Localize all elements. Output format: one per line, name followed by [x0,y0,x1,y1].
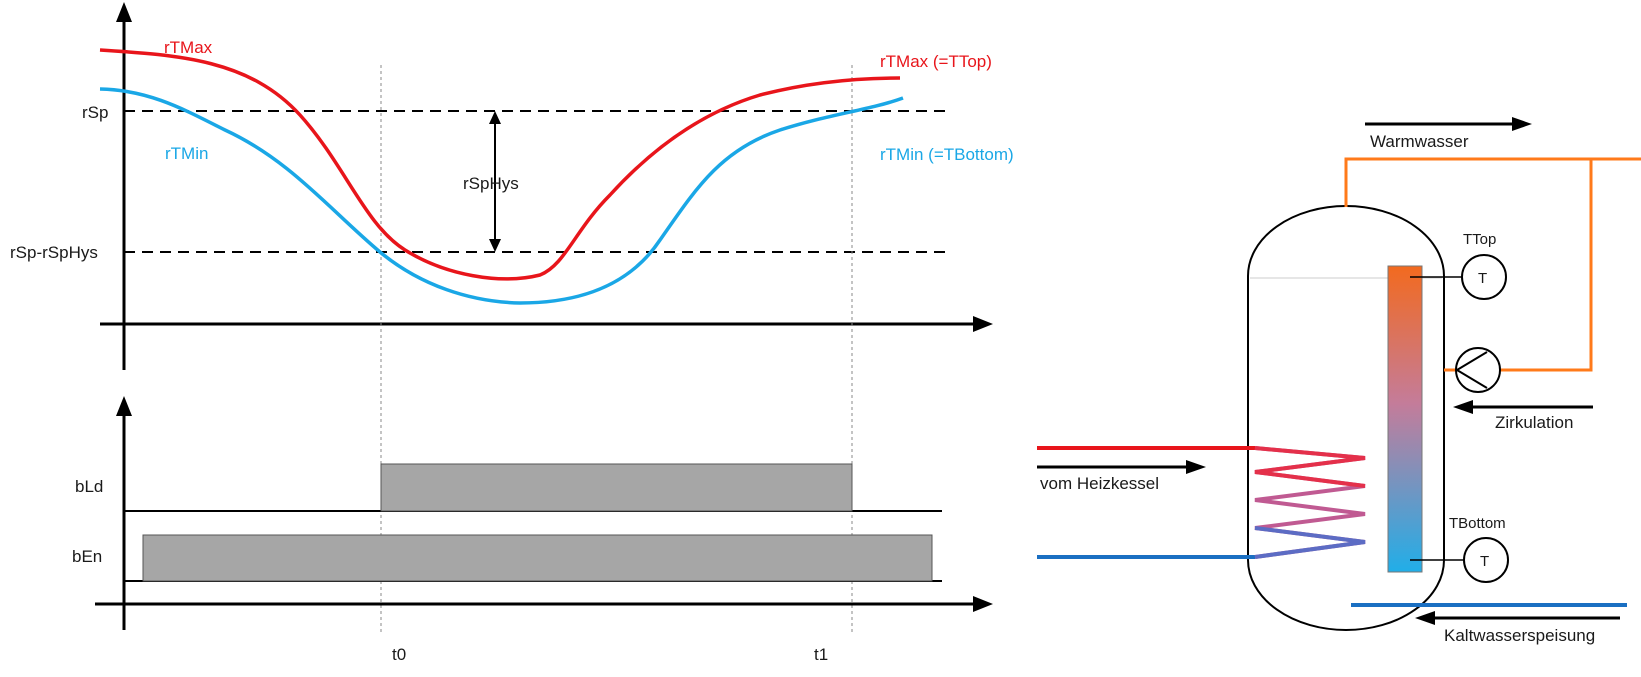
ben-pulse [142,534,933,582]
rsphys-label: rSpHys [463,174,519,193]
t0-label: t0 [392,645,406,664]
vom-heizkessel-label: vom Heizkessel [1040,474,1159,493]
rtmax-label-right: rTMax (=TTop) [880,52,992,71]
ttop-sensor-symbol: T [1478,270,1487,287]
warmwasser-label: Warmwasser [1370,132,1469,151]
upper-y-axis-arrow [116,2,132,22]
tbottom-sensor [1463,537,1509,583]
heating-coil-bottom [1254,526,1366,559]
ttop-sensor [1461,254,1507,300]
rtmax-curve [99,48,901,281]
bld-pulse [380,463,853,512]
circulation-pump [1455,347,1501,393]
lower-y-axis-arrow [116,396,132,416]
rtmax-label-left: rTMax [164,38,213,57]
warmwasser-pipe [1344,157,1641,207]
tank-schematic: T TTop T TBottom Warmwasser Zirkulation … [1037,117,1641,645]
rtmin-curve [99,87,904,305]
tbottom-sensor-symbol: T [1480,553,1489,570]
rtmin-label-left: rTMin [165,144,208,163]
bld-label: bLd [75,477,103,496]
warmwasser-arrow-head [1512,117,1532,131]
zirkulation-pipe [1491,159,1593,372]
rtmin-label-right: rTMin (=TBottom) [880,145,1014,164]
pump-icon [1456,351,1488,389]
rsphys-arrow-top [489,111,501,124]
kaltwasser-arrow-head [1415,611,1435,625]
heating-coil-top [1254,446,1366,488]
tbottom-label: TBottom [1449,515,1506,532]
t1-label: t1 [814,645,828,664]
timing-diagram: rTMax rTMax (=TTop) rTMin rTMin (=TBotto… [10,2,1014,664]
upper-x-axis-arrow [973,316,993,332]
lower-x-axis-arrow [973,596,993,612]
ttop-label: TTop [1463,231,1496,248]
heizkessel-arrow-head [1186,460,1206,474]
ben-label: bEn [72,547,102,566]
zirkulation-arrow-head [1453,400,1473,414]
temperature-sensor-column [1387,265,1423,573]
rsp-minus-hys-label: rSp-rSpHys [10,243,98,262]
rsp-label: rSp [82,103,108,122]
zirkulation-label: Zirkulation [1495,413,1573,432]
kaltwasserspeisung-label: Kaltwasserspeisung [1444,626,1595,645]
rsphys-arrow-bottom [489,239,501,252]
